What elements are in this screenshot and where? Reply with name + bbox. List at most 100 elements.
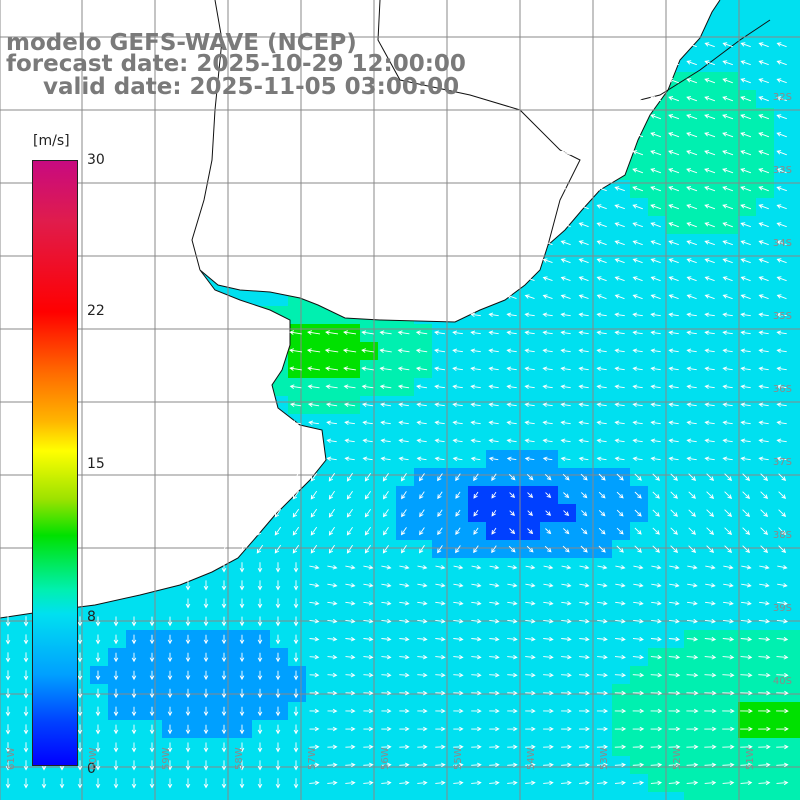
wind-arrow	[704, 222, 715, 228]
wind-arrow	[776, 312, 787, 318]
wind-arrow	[760, 527, 769, 535]
field-cell	[180, 720, 199, 739]
wind-arrow	[399, 762, 410, 768]
wind-arrow	[289, 384, 302, 389]
wind-arrow	[543, 762, 554, 768]
wind-arrow	[704, 150, 716, 156]
field-cell	[558, 486, 577, 505]
wind-arrow	[704, 240, 715, 246]
wind-arrow	[488, 420, 499, 426]
wind-arrow	[382, 527, 389, 536]
field-cell	[396, 486, 415, 505]
wind-arrow	[686, 312, 697, 318]
longitude-label: 61W	[6, 747, 17, 770]
field-cell	[702, 522, 721, 541]
wind-arrow	[327, 654, 338, 660]
wind-arrow	[203, 760, 209, 771]
wind-arrow	[632, 186, 644, 192]
wind-arrow	[470, 402, 481, 408]
wind-arrow	[361, 384, 374, 389]
field-cell	[486, 540, 505, 559]
wind-arrow	[507, 762, 518, 768]
wind-arrow	[488, 330, 499, 336]
wind-arrow	[616, 509, 624, 517]
field-cell	[108, 630, 127, 649]
wind-arrow	[327, 672, 338, 678]
wind-arrow	[722, 348, 733, 354]
wind-arrow	[758, 150, 770, 156]
wind-arrow	[758, 744, 771, 750]
wind-arrow	[596, 42, 607, 48]
wind-arrow	[452, 294, 463, 300]
wind-arrow	[614, 294, 625, 300]
field-cell	[756, 468, 775, 487]
wind-arrow	[632, 276, 643, 282]
wind-arrow	[41, 778, 47, 789]
latitude-label: 33S	[772, 165, 792, 176]
wind-arrow	[596, 330, 607, 336]
wind-arrow	[437, 545, 443, 554]
wind-arrow	[650, 438, 661, 444]
wind-arrow	[634, 545, 642, 553]
wind-arrow	[455, 473, 461, 482]
field-cell	[216, 648, 235, 667]
wind-arrow	[686, 330, 697, 336]
wind-arrow	[508, 473, 516, 481]
wind-arrow	[417, 744, 428, 750]
wind-arrow	[704, 420, 715, 426]
field-cell	[522, 540, 541, 559]
wind-arrow	[668, 420, 679, 426]
wind-arrow	[596, 726, 609, 732]
wind-arrow	[596, 258, 607, 264]
field-cell	[468, 522, 487, 541]
wind-arrow	[274, 544, 282, 554]
wind-arrow	[686, 420, 697, 426]
wind-arrow	[453, 564, 464, 570]
wind-arrow	[740, 636, 753, 642]
wind-arrow	[95, 706, 101, 717]
field-cell	[72, 774, 91, 793]
wind-arrow	[524, 420, 535, 426]
wind-arrow	[686, 672, 699, 678]
wind-arrow	[614, 276, 625, 282]
field-cell	[630, 486, 649, 505]
longitude-label: 60W	[88, 747, 99, 770]
wind-arrow	[452, 438, 463, 444]
wind-arrow	[776, 654, 789, 660]
wind-arrow	[614, 240, 625, 246]
field-cell	[576, 504, 595, 523]
field-cell	[702, 540, 721, 559]
wind-arrow	[668, 384, 679, 390]
wind-arrow	[435, 654, 446, 660]
wind-arrow	[650, 762, 663, 768]
wind-arrow	[473, 491, 479, 499]
wind-arrow	[95, 760, 101, 771]
wind-arrow	[578, 762, 590, 768]
wind-arrow	[759, 600, 770, 606]
wind-arrow	[562, 545, 570, 553]
field-cell	[792, 432, 800, 451]
field-cell	[792, 252, 800, 271]
field-cell	[648, 468, 667, 487]
wind-arrow	[632, 420, 643, 426]
field-cell	[324, 468, 343, 487]
field-cell	[792, 90, 800, 109]
field-cell	[468, 540, 487, 559]
wind-arrow	[453, 690, 464, 696]
wind-arrow	[686, 402, 697, 408]
wind-arrow	[275, 670, 281, 681]
wind-arrow	[632, 780, 645, 786]
wind-arrow	[598, 509, 606, 517]
wind-arrow	[364, 509, 371, 518]
field-cell	[792, 522, 800, 541]
field-cell	[18, 774, 37, 793]
field-cell	[288, 774, 307, 793]
wind-arrow	[722, 744, 735, 750]
wind-arrow	[578, 348, 589, 354]
wind-arrow	[668, 780, 681, 786]
wind-arrow	[650, 114, 662, 120]
longitude-label: 58W	[234, 747, 245, 770]
wind-arrow	[221, 580, 227, 591]
wind-arrow	[560, 402, 571, 408]
wind-arrow	[596, 78, 607, 84]
